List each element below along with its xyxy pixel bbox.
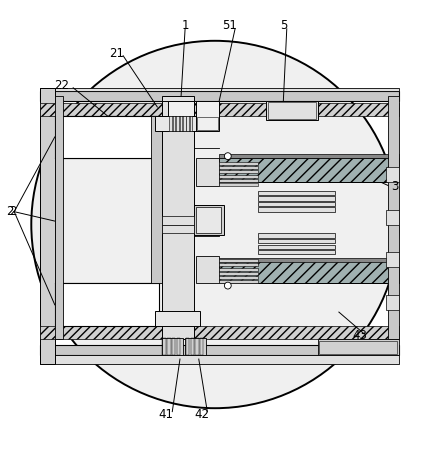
Bar (258, 191, 335, 195)
Bar (258, 239, 335, 243)
Bar (267, 102, 316, 119)
Bar (386, 167, 399, 182)
Bar (386, 295, 399, 310)
Bar (219, 268, 258, 271)
Bar (163, 338, 166, 355)
Bar (180, 115, 182, 131)
Text: 43: 43 (353, 329, 368, 342)
Bar (155, 115, 200, 131)
Polygon shape (63, 115, 160, 158)
Bar (176, 115, 179, 131)
Bar (190, 338, 194, 355)
Bar (219, 258, 399, 262)
Circle shape (224, 153, 231, 159)
Bar (219, 162, 258, 165)
Bar (40, 91, 399, 101)
Bar (172, 338, 175, 355)
Bar (196, 101, 219, 131)
Bar (258, 207, 335, 211)
Bar (162, 101, 194, 115)
Bar (40, 88, 399, 91)
Text: 2: 2 (9, 205, 17, 218)
Bar (155, 311, 200, 326)
Bar (219, 179, 258, 182)
Bar (219, 158, 399, 182)
Bar (162, 216, 194, 224)
Bar (386, 252, 399, 267)
Bar (177, 338, 180, 355)
Bar (196, 158, 219, 186)
Bar (196, 255, 219, 283)
Bar (186, 115, 189, 131)
Bar (219, 166, 258, 169)
Bar (169, 115, 172, 131)
Bar (386, 210, 399, 224)
Bar (319, 341, 397, 353)
Bar (40, 345, 399, 355)
Bar (219, 272, 258, 275)
Bar (219, 259, 258, 262)
Text: 1: 1 (181, 19, 189, 32)
Bar (219, 260, 399, 283)
Polygon shape (219, 260, 399, 283)
Bar (258, 196, 335, 201)
Bar (200, 338, 203, 355)
Bar (219, 281, 258, 283)
Bar (162, 338, 183, 355)
Bar (168, 101, 194, 115)
Text: 5: 5 (280, 19, 287, 32)
Text: 41: 41 (158, 408, 173, 421)
Bar (183, 115, 185, 131)
Bar (388, 97, 399, 339)
Bar (219, 154, 399, 158)
Bar (162, 97, 194, 339)
Bar (151, 115, 162, 283)
Polygon shape (40, 326, 399, 339)
Bar (167, 338, 171, 355)
Bar (196, 207, 221, 233)
Bar (317, 339, 399, 355)
Bar (219, 264, 258, 266)
Circle shape (224, 282, 231, 289)
Bar (219, 170, 258, 173)
Bar (55, 283, 160, 326)
Bar (258, 245, 335, 249)
Polygon shape (219, 158, 399, 182)
Text: 3: 3 (391, 180, 398, 193)
Bar (197, 117, 218, 130)
Bar (219, 183, 258, 186)
Text: 51: 51 (222, 19, 237, 32)
Bar (258, 250, 335, 255)
Bar (194, 205, 224, 235)
Bar (258, 202, 335, 206)
Circle shape (31, 41, 399, 408)
Bar (40, 88, 55, 364)
Bar (162, 224, 194, 233)
Text: 22: 22 (54, 79, 69, 92)
Bar (55, 97, 63, 339)
Bar (219, 175, 258, 177)
Bar (195, 338, 199, 355)
Bar (258, 233, 335, 238)
Bar (185, 338, 206, 355)
Bar (266, 101, 317, 120)
Bar (186, 338, 189, 355)
Text: 42: 42 (195, 408, 210, 421)
Bar (173, 115, 175, 131)
Text: 2: 2 (6, 205, 13, 218)
Bar (190, 115, 192, 131)
Polygon shape (40, 103, 399, 115)
Polygon shape (63, 283, 160, 326)
Text: 21: 21 (109, 47, 124, 60)
Bar (40, 355, 399, 364)
Bar (219, 276, 258, 279)
Bar (55, 115, 160, 158)
